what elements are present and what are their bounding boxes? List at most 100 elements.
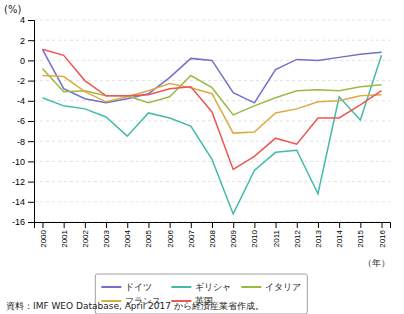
grid-line	[34, 20, 390, 21]
y-tick-mark	[28, 161, 34, 162]
x-tick-mark	[191, 222, 192, 228]
y-tick-mark	[28, 101, 34, 102]
y-tick: -10	[12, 157, 34, 167]
y-axis: -16 -14 -12 -10 -8 -6 -4 -2 0 2 4	[12, 15, 35, 227]
x-tick-mark	[170, 222, 171, 228]
x-tick-label: 2014	[335, 229, 344, 247]
x-tick-mark	[276, 222, 277, 228]
x-tick: 2005	[144, 222, 153, 248]
y-tick: -2	[17, 76, 34, 86]
series-line	[42, 76, 381, 134]
y-tick-label: -12	[12, 177, 25, 187]
x-tick: 2008	[208, 222, 217, 248]
footnote: 資料：IMF WEO Database, April 2017 から経済産業省作…	[6, 301, 264, 311]
legend-swatch	[101, 286, 121, 288]
x-tick: 2009	[229, 222, 238, 248]
x-tick-mark	[318, 222, 319, 228]
x-tick-label: 2016	[378, 229, 387, 247]
x-tick: 2001	[60, 222, 69, 248]
legend-label: ドイツ	[125, 282, 152, 292]
x-tick-label: 2007	[187, 229, 196, 247]
grid-line	[34, 80, 390, 81]
x-tick-label: 2010	[250, 229, 259, 247]
y-tick-mark	[28, 81, 34, 82]
y-tick-label: -6	[17, 116, 25, 126]
y-tick-mark	[28, 182, 34, 183]
x-tick: 2011	[272, 222, 281, 247]
x-tick-mark	[360, 222, 361, 228]
x-tick: 2003	[102, 222, 111, 248]
legend-item: ドイツ	[101, 282, 152, 292]
grid-line	[34, 181, 390, 182]
y-tick: -12	[12, 177, 34, 187]
y-tick-label: 4	[20, 15, 25, 25]
x-tick-label: 2015	[356, 229, 365, 247]
y-tick-mark	[28, 60, 34, 61]
y-tick-mark	[28, 40, 34, 41]
x-tick-mark	[64, 222, 65, 228]
series-line	[42, 68, 381, 114]
y-tick-mark	[28, 141, 34, 142]
x-tick: 2002	[81, 222, 90, 248]
y-axis-label: (%)	[4, 4, 21, 15]
y-tick: -16	[12, 217, 34, 227]
x-tick: 2014	[335, 222, 344, 248]
x-tick: 2004	[123, 222, 132, 248]
x-axis-line	[35, 223, 391, 229]
x-tick-label: 2002	[81, 229, 90, 247]
chart: -16 -14 -12 -10 -8 -6 -4 -2 0 2 4 2000 2001 2002 2003 2…	[0, 0, 404, 314]
series-line	[42, 55, 381, 214]
legend-item: イタリア	[241, 282, 301, 292]
x-axis-label: （年）	[363, 258, 390, 268]
x-tick-label: 2005	[144, 229, 153, 247]
y-tick-label: -10	[12, 157, 25, 167]
y-tick-label: -14	[12, 197, 25, 207]
y-tick: 4	[20, 15, 34, 25]
x-tick-label: 2008	[208, 229, 217, 247]
legend-swatch	[171, 286, 191, 288]
lines	[42, 49, 381, 214]
y-tick: 0	[20, 56, 34, 66]
y-tick-label: -16	[12, 217, 25, 227]
x-tick-mark	[106, 222, 107, 228]
x-tick-mark	[297, 222, 298, 228]
x-tick-mark	[42, 222, 43, 228]
legend-label: イタリア	[265, 282, 301, 292]
y-tick-mark	[28, 121, 34, 122]
y-tick: -4	[17, 96, 34, 106]
x-tick-mark	[85, 222, 86, 228]
grid-line	[34, 121, 390, 122]
y-tick: -6	[17, 116, 34, 126]
grid-line	[34, 201, 390, 202]
x-tick-mark	[212, 222, 213, 228]
x-tick: 2000	[39, 222, 48, 248]
x-axis: 2000200120022003200420052006200720082009…	[35, 222, 391, 248]
y-axis-line	[28, 21, 35, 223]
x-tick-label: 2009	[229, 229, 238, 247]
y-tick-label: -8	[17, 137, 25, 147]
grid-line	[34, 40, 390, 41]
x-tick-label: 2000	[39, 229, 48, 247]
grid	[34, 20, 390, 222]
legend-label: ギリシャ	[195, 282, 231, 292]
x-tick: 2015	[356, 222, 365, 248]
y-tick-mark	[28, 20, 34, 21]
x-tick-label: 2004	[123, 229, 132, 247]
x-tick-mark	[127, 222, 128, 228]
grid-line	[34, 141, 390, 142]
x-tick-mark	[339, 222, 340, 228]
y-tick-label: 2	[20, 36, 25, 46]
y-tick-label: -4	[17, 96, 25, 106]
x-tick-label: 2011	[272, 229, 281, 247]
y-tick-label: 0	[20, 56, 25, 66]
x-tick-label: 2001	[60, 229, 69, 247]
y-tick: -14	[12, 197, 34, 207]
x-tick-mark	[254, 222, 255, 228]
y-tick-mark	[28, 202, 34, 203]
x-tick-mark	[233, 222, 234, 228]
x-tick-label: 2012	[293, 229, 302, 247]
x-tick-mark	[148, 222, 149, 228]
x-tick: 2013	[314, 222, 323, 248]
series-line	[42, 49, 381, 169]
y-tick-label: -2	[17, 76, 25, 86]
